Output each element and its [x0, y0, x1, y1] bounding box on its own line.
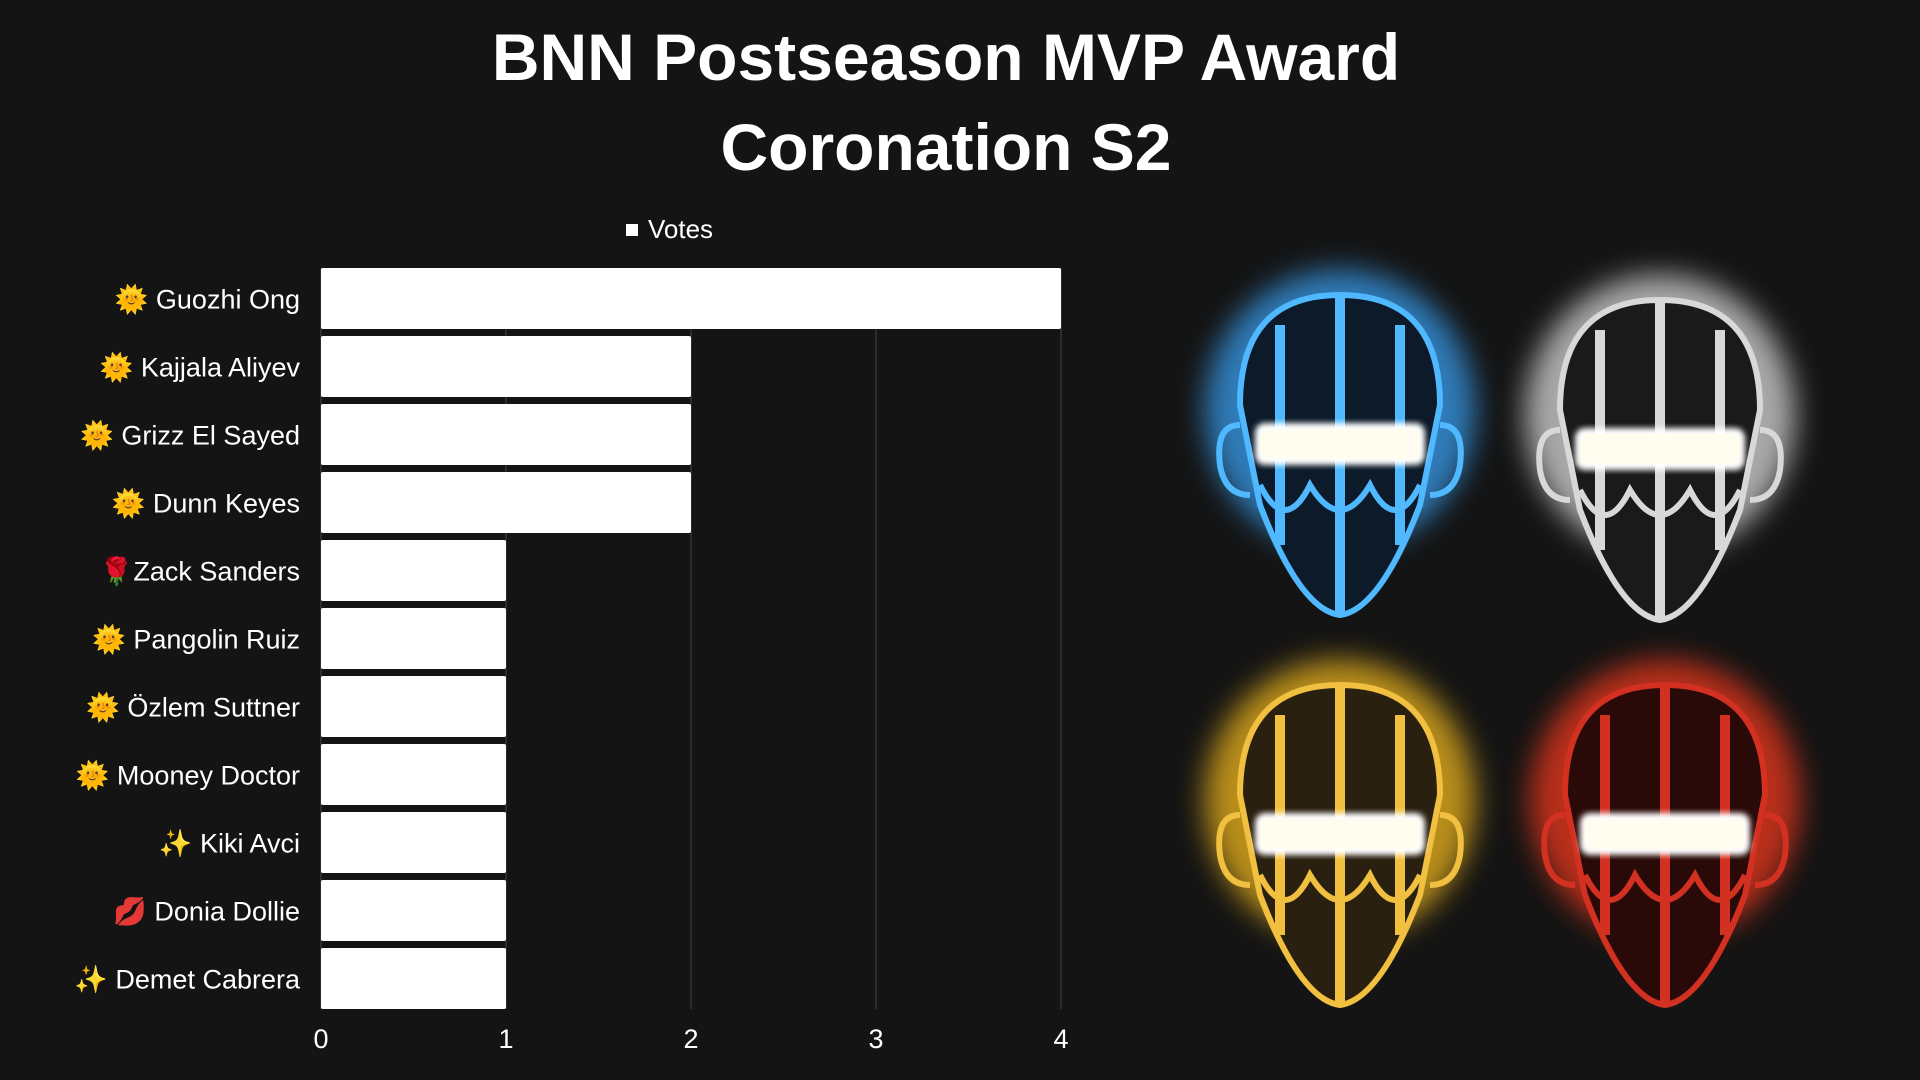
x-tick-label: 2: [683, 1024, 698, 1054]
helmet-images: [1205, 270, 1800, 1009]
bar: [321, 812, 506, 873]
catcher-helmet-icon: [1205, 660, 1475, 1009]
category-label: 🌞 Mooney Doctor: [76, 759, 300, 792]
chart-subtitle: Coronation S2: [720, 110, 1172, 184]
bar: [321, 540, 506, 601]
x-tick-label: 3: [868, 1024, 883, 1054]
catcher-helmet-icon: [1525, 275, 1795, 624]
category-label: 🌞 Guozhi Ong: [115, 283, 300, 316]
category-label: 🌞 Pangolin Ruiz: [92, 623, 300, 656]
catcher-helmet-icon: [1205, 270, 1475, 619]
catcher-helmet-icon: [1530, 660, 1800, 1009]
bar: [321, 948, 506, 1009]
category-label: 🌞 Kajjala Aliyev: [100, 351, 301, 384]
category-label: 🌹Zack Sanders: [100, 555, 300, 587]
x-tick-label: 1: [498, 1024, 513, 1054]
x-tick-label: 4: [1053, 1024, 1068, 1054]
category-label: ✨ Demet Cabrera: [74, 965, 301, 995]
bar-chart: 0 1 2 3 4 🌞 Guozhi Ong 🌞 Kajjala Aliyev 🌞 Grizz…: [74, 268, 1069, 1054]
category-label: 🌞 Dunn Keyes: [112, 487, 300, 520]
x-tick-label: 0: [313, 1024, 328, 1054]
category-label: 🌞 Grizz El Sayed: [80, 419, 300, 452]
legend: Votes: [626, 214, 713, 245]
category-label: 🌞 Özlem Suttner: [86, 691, 300, 724]
bar: [321, 880, 506, 941]
bar: [321, 608, 506, 669]
bar: [321, 744, 506, 805]
bar: [321, 404, 691, 465]
bar: [321, 676, 506, 737]
legend-swatch: [626, 223, 638, 236]
bar: [321, 472, 691, 533]
chart-title: BNN Postseason MVP Award: [491, 20, 1401, 94]
legend-label: Votes: [648, 214, 714, 244]
category-label: ✨ Kiki Avci: [159, 829, 300, 859]
bar: [321, 268, 1061, 329]
category-label: 💋 Donia Dollie: [113, 896, 300, 927]
bar: [321, 336, 691, 397]
